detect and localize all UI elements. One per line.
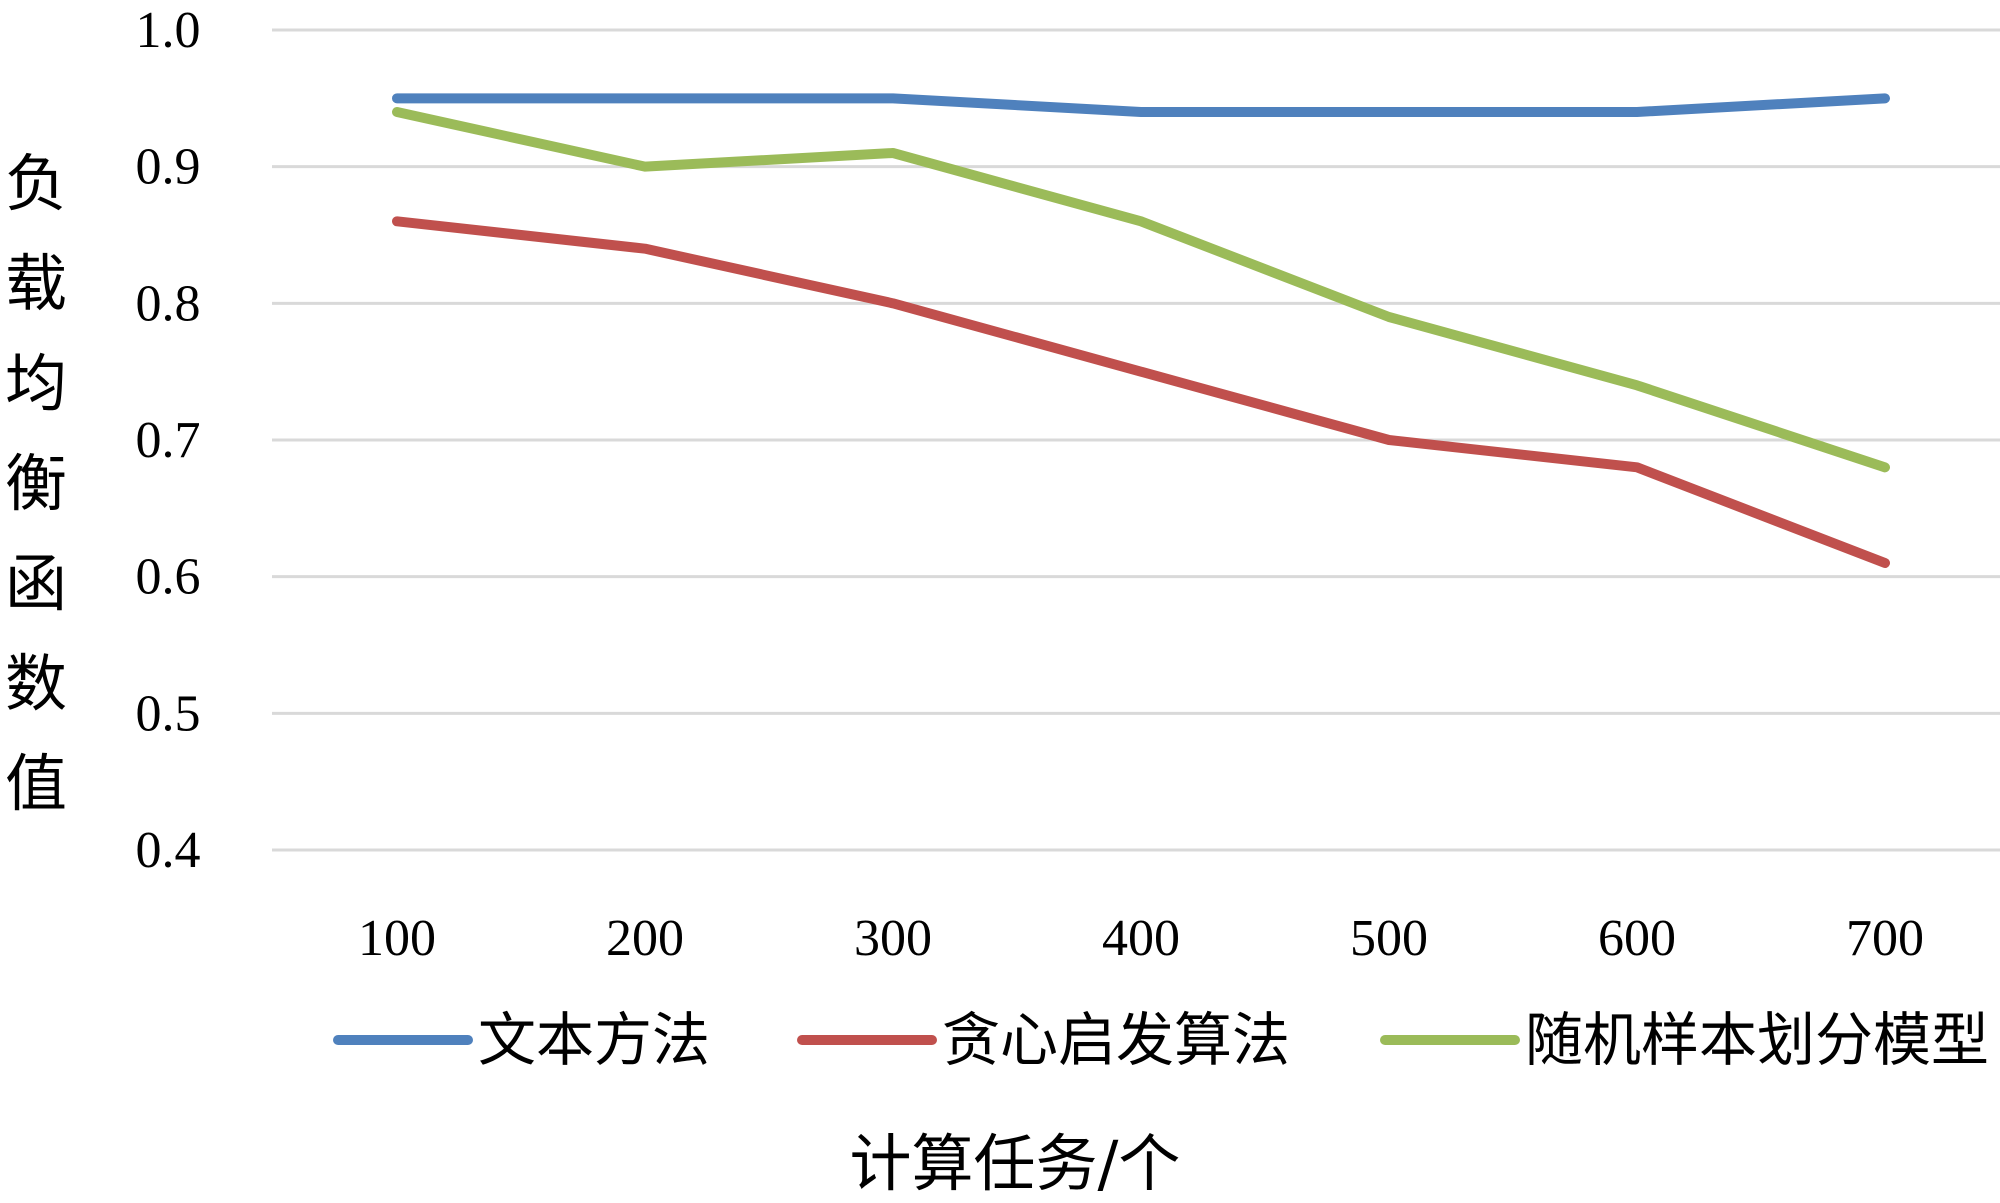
x-tick-label: 700 [1846, 910, 1924, 967]
y-axis-label-char: 函 [5, 547, 67, 620]
y-tick-label: 0.7 [136, 412, 201, 469]
y-tick-label: 0.5 [136, 685, 201, 742]
y-tick-label: 0.4 [136, 822, 201, 879]
legend: 文本方法 贪心启发算法 随机样本划分模型 [333, 1006, 1989, 1074]
x-tick-label: 400 [1102, 910, 1180, 967]
x-tick-label: 500 [1350, 910, 1428, 967]
y-axis-label-char: 数 [5, 647, 67, 720]
y-tick-label: 0.8 [136, 275, 201, 332]
y-tick-label: 1.0 [136, 2, 201, 59]
x-tick-label: 300 [854, 910, 932, 967]
x-tick-label: 600 [1598, 910, 1676, 967]
y-axis-label-char: 值 [5, 747, 67, 820]
y-axis-label-char: 均 [5, 347, 67, 420]
y-axis-label-char: 衡 [5, 447, 67, 520]
gridlines [272, 28, 2000, 852]
series-lines [392, 93, 1890, 568]
y-axis-label-char: 负 [5, 147, 67, 220]
x-axis-ticks: 100 200 300 400 500 600 700 [358, 910, 1924, 967]
legend-label-1: 文本方法 [478, 1006, 710, 1074]
legend-label-2: 贪心启发算法 [942, 1006, 1290, 1074]
y-tick-label: 0.6 [136, 549, 201, 606]
series-line-1 [392, 93, 1890, 117]
x-tick-label: 200 [606, 910, 684, 967]
legend-label-3: 随机样本划分模型 [1525, 1006, 1989, 1074]
y-axis-ticks: 0.4 0.5 0.6 0.7 0.8 0.9 1.0 [136, 2, 201, 879]
y-axis-label-char: 载 [5, 247, 67, 320]
x-axis-label: 计算任务/个 [850, 1127, 1181, 1200]
y-tick-label: 0.9 [136, 139, 201, 196]
x-tick-label: 100 [358, 910, 436, 967]
